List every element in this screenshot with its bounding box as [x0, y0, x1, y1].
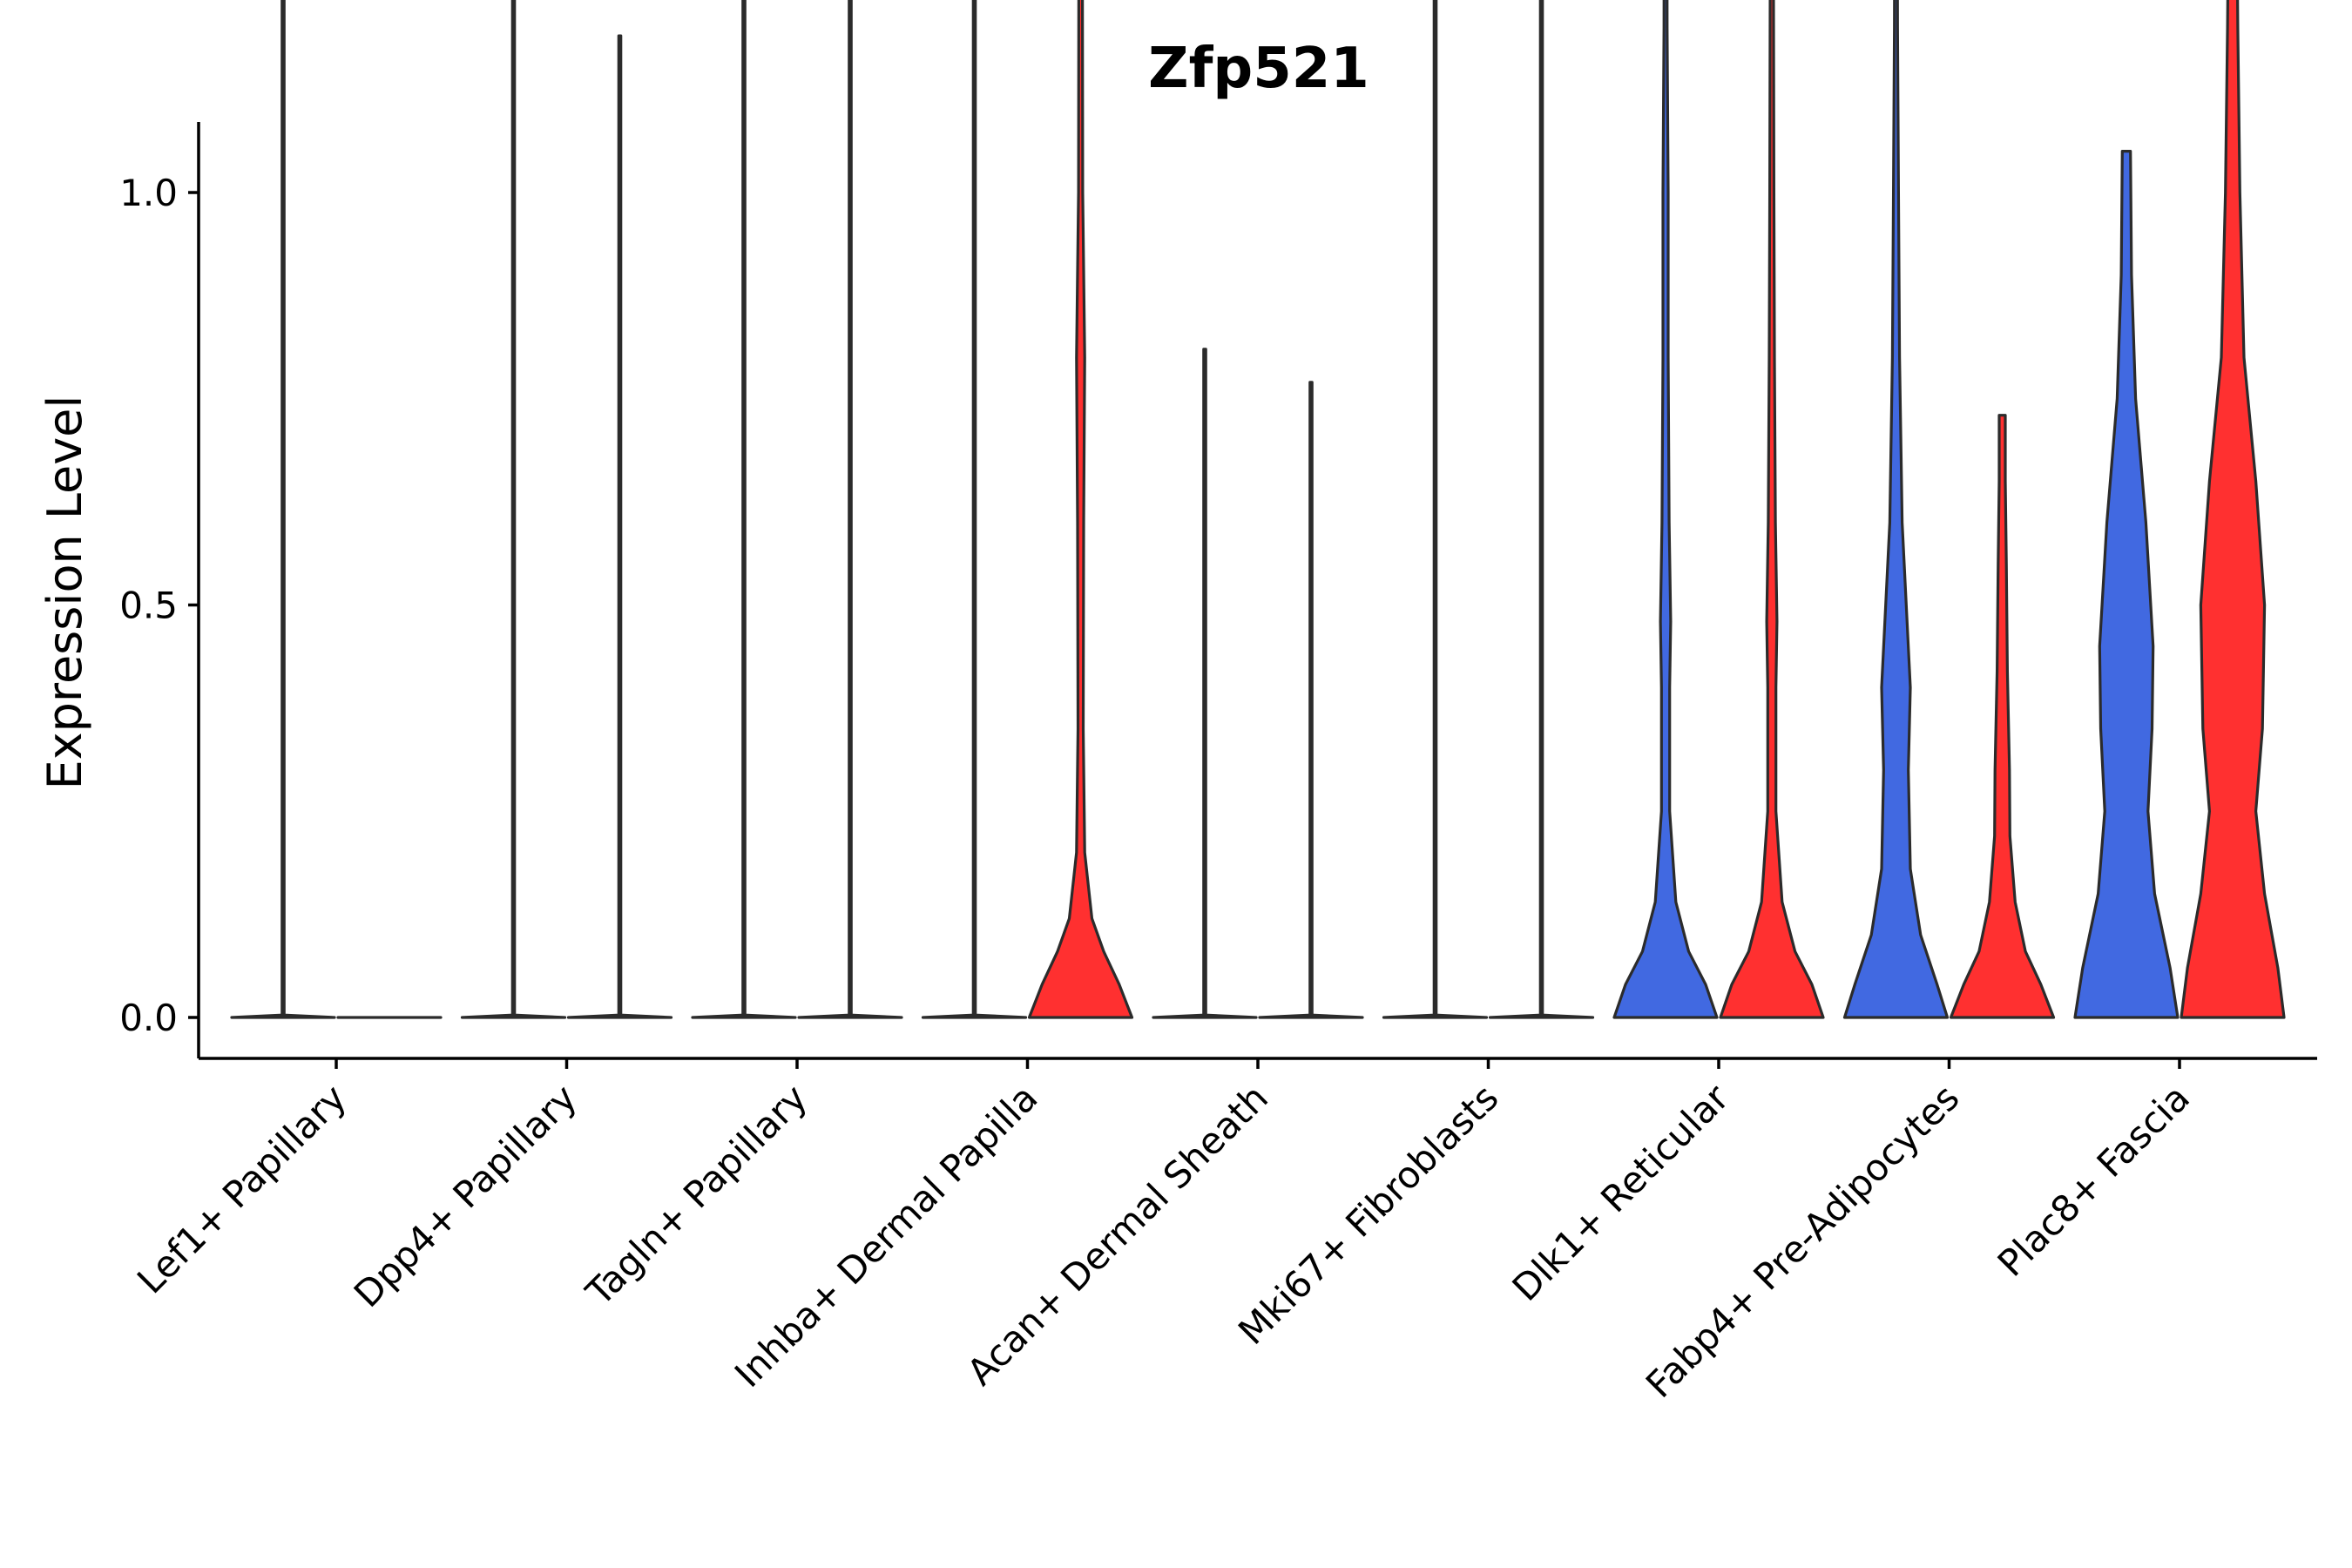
x-tick-label: Tagln+ Papillary	[578, 1076, 815, 1314]
y-tick-label: 0.0	[119, 997, 178, 1039]
violin-inhba-dermal-papilla-right	[1027, 0, 1134, 1019]
x-tick-label: Lef1+ Papillary	[129, 1076, 355, 1301]
violin-fabp4-pre-adipocytes-left	[1842, 0, 1950, 1019]
violin-dlk1-reticular-right	[1719, 0, 1825, 1019]
x-tick-label: Dpp4+ Papillary	[346, 1076, 585, 1315]
y-tick-label: 0.5	[119, 585, 178, 627]
violin-fabp4-pre-adipocytes-right	[1949, 414, 2056, 1019]
violin-acan-dermal-sheath-right	[1258, 381, 1364, 1019]
x-tick-label: Plac8+ Fascia	[1990, 1076, 2198, 1284]
violin-dlk1-reticular-left	[1612, 0, 1719, 1019]
violin-plac8-fascia-right	[2180, 0, 2286, 1019]
violin-acan-dermal-sheath-left	[1152, 348, 1258, 1019]
violin-inhba-dermal-papilla-left	[921, 0, 1028, 1019]
y-axis-label: Expression Level	[37, 395, 92, 790]
violin-dpp4-papillary-right	[566, 34, 673, 1019]
violin-tagln-papillary-left	[691, 0, 797, 1019]
violin-dpp4-papillary-left	[460, 0, 567, 1019]
violin-lef1-papillary-left	[230, 0, 336, 1019]
x-tick-label: Dlk1+ Reticular	[1504, 1076, 1738, 1309]
violin-mki67-fibroblasts-right	[1488, 0, 1595, 1019]
violin-tagln-papillary-right	[797, 0, 903, 1019]
violin-plac8-fascia-left	[2073, 150, 2180, 1019]
violin-mki67-fibroblasts-left	[1382, 0, 1489, 1019]
violin-layer	[230, 0, 2286, 1019]
x-tick-label: Mki67+ Fibroblasts	[1230, 1076, 1506, 1352]
y-tick-label: 1.0	[119, 172, 178, 214]
chart-title: Zfp521	[1148, 37, 1369, 101]
